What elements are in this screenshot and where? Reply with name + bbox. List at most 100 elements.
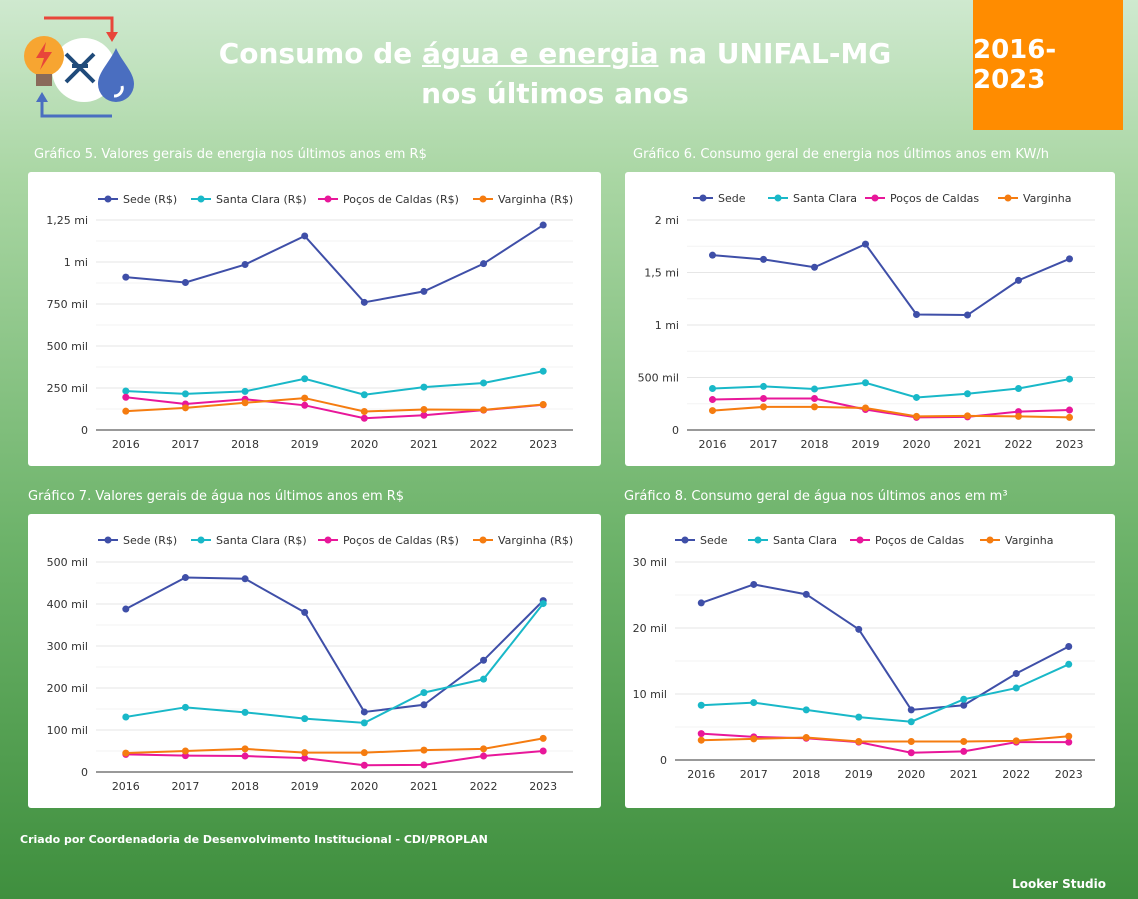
data-point[interactable] bbox=[1015, 385, 1022, 393]
data-point[interactable] bbox=[241, 261, 249, 269]
data-point[interactable] bbox=[420, 689, 428, 697]
data-point[interactable] bbox=[480, 379, 488, 387]
data-point[interactable] bbox=[907, 706, 915, 714]
legend-label[interactable]: Santa Clara (R$) bbox=[216, 193, 307, 206]
data-point[interactable] bbox=[480, 675, 488, 683]
data-point[interactable] bbox=[301, 375, 309, 383]
data-point[interactable] bbox=[964, 311, 971, 319]
data-point[interactable] bbox=[241, 399, 249, 407]
data-point[interactable] bbox=[241, 752, 249, 760]
data-point[interactable] bbox=[760, 395, 767, 402]
data-point[interactable] bbox=[964, 412, 971, 420]
data-point[interactable] bbox=[1015, 276, 1022, 284]
data-point[interactable] bbox=[750, 699, 758, 707]
data-point[interactable] bbox=[760, 382, 767, 390]
legend-label[interactable]: Santa Clara (R$) bbox=[216, 534, 307, 547]
data-point[interactable] bbox=[122, 273, 130, 281]
data-point[interactable] bbox=[122, 407, 130, 415]
data-point[interactable] bbox=[709, 251, 716, 259]
data-point[interactable] bbox=[539, 400, 547, 408]
data-point[interactable] bbox=[802, 706, 810, 714]
data-point[interactable] bbox=[697, 599, 705, 607]
data-point[interactable] bbox=[181, 404, 189, 412]
legend-label[interactable]: Varginha bbox=[1023, 192, 1071, 205]
data-point[interactable] bbox=[1012, 684, 1020, 692]
legend-label[interactable]: Santa Clara bbox=[793, 192, 857, 205]
data-point[interactable] bbox=[301, 608, 309, 616]
legend-label[interactable]: Poços de Caldas bbox=[875, 534, 964, 547]
data-point[interactable] bbox=[960, 695, 968, 703]
data-point[interactable] bbox=[539, 600, 547, 608]
data-point[interactable] bbox=[301, 232, 309, 240]
legend-label[interactable]: Varginha (R$) bbox=[498, 193, 573, 206]
data-point[interactable] bbox=[360, 719, 368, 727]
data-point[interactable] bbox=[811, 263, 818, 271]
data-point[interactable] bbox=[360, 414, 368, 422]
data-point[interactable] bbox=[241, 387, 249, 395]
data-point[interactable] bbox=[360, 298, 368, 306]
data-point[interactable] bbox=[480, 656, 488, 664]
data-point[interactable] bbox=[697, 736, 705, 744]
data-point[interactable] bbox=[181, 574, 189, 582]
data-point[interactable] bbox=[855, 713, 863, 721]
data-point[interactable] bbox=[855, 738, 863, 746]
data-point[interactable] bbox=[1065, 738, 1073, 746]
data-point[interactable] bbox=[360, 391, 368, 399]
data-point[interactable] bbox=[811, 385, 818, 393]
data-point[interactable] bbox=[907, 718, 915, 726]
data-point[interactable] bbox=[960, 701, 968, 709]
data-point[interactable] bbox=[760, 403, 767, 411]
data-point[interactable] bbox=[1065, 642, 1073, 650]
data-point[interactable] bbox=[1066, 255, 1073, 263]
data-point[interactable] bbox=[811, 395, 818, 402]
data-point[interactable] bbox=[539, 747, 547, 755]
data-point[interactable] bbox=[862, 240, 869, 248]
data-point[interactable] bbox=[697, 701, 705, 709]
legend-label[interactable]: Varginha bbox=[1005, 534, 1053, 547]
data-point[interactable] bbox=[360, 408, 368, 416]
legend-label[interactable]: Sede (R$) bbox=[123, 193, 177, 206]
data-point[interactable] bbox=[360, 749, 368, 757]
data-point[interactable] bbox=[420, 287, 428, 295]
data-point[interactable] bbox=[360, 761, 368, 769]
data-point[interactable] bbox=[301, 754, 309, 762]
legend-label[interactable]: Sede bbox=[700, 534, 728, 547]
data-point[interactable] bbox=[420, 746, 428, 754]
data-point[interactable] bbox=[1015, 412, 1022, 420]
data-point[interactable] bbox=[539, 734, 547, 742]
data-point[interactable] bbox=[301, 749, 309, 757]
data-point[interactable] bbox=[1065, 660, 1073, 668]
data-point[interactable] bbox=[960, 738, 968, 746]
data-point[interactable] bbox=[480, 406, 488, 414]
data-point[interactable] bbox=[760, 255, 767, 263]
data-point[interactable] bbox=[709, 385, 716, 393]
data-point[interactable] bbox=[420, 406, 428, 414]
data-point[interactable] bbox=[241, 575, 249, 583]
data-point[interactable] bbox=[802, 590, 810, 598]
data-point[interactable] bbox=[480, 260, 488, 268]
legend-label[interactable]: Sede (R$) bbox=[123, 534, 177, 547]
data-point[interactable] bbox=[420, 701, 428, 709]
legend-label[interactable]: Poços de Caldas (R$) bbox=[343, 534, 459, 547]
data-point[interactable] bbox=[750, 580, 758, 588]
data-point[interactable] bbox=[181, 703, 189, 711]
data-point[interactable] bbox=[811, 403, 818, 411]
data-point[interactable] bbox=[709, 396, 716, 404]
data-point[interactable] bbox=[862, 379, 869, 387]
data-point[interactable] bbox=[907, 749, 915, 757]
data-point[interactable] bbox=[539, 221, 547, 229]
data-point[interactable] bbox=[1012, 737, 1020, 745]
data-point[interactable] bbox=[1066, 375, 1073, 383]
data-point[interactable] bbox=[1066, 413, 1073, 421]
data-point[interactable] bbox=[539, 367, 547, 375]
data-point[interactable] bbox=[913, 412, 920, 420]
data-point[interactable] bbox=[964, 390, 971, 398]
data-point[interactable] bbox=[1066, 406, 1073, 414]
data-point[interactable] bbox=[480, 752, 488, 760]
data-point[interactable] bbox=[697, 730, 705, 738]
data-point[interactable] bbox=[420, 383, 428, 391]
data-point[interactable] bbox=[122, 387, 130, 395]
legend-label[interactable]: Poços de Caldas (R$) bbox=[343, 193, 459, 206]
data-point[interactable] bbox=[301, 401, 309, 409]
data-point[interactable] bbox=[480, 745, 488, 753]
